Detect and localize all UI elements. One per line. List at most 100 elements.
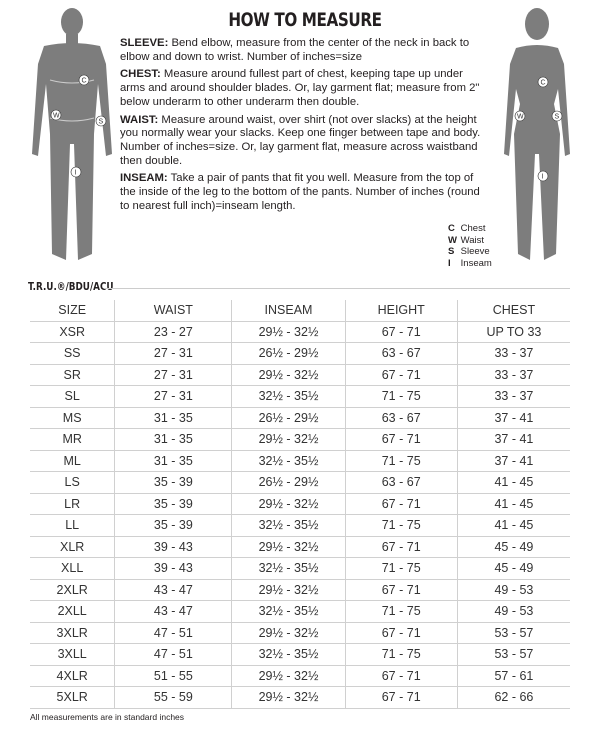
table-cell: 4XLR [30, 665, 115, 687]
table-row: 3XLR 47 - 51 29½ - 32½ 67 - 71 53 - 57 [30, 622, 570, 644]
table-cell: 32½ - 35½ [231, 514, 346, 537]
table-cell: XLR [30, 536, 115, 558]
table-header-row: SIZE WAIST INSEAM HEIGHT CHEST [30, 300, 570, 322]
table-cell: 26½ - 29½ [231, 342, 346, 365]
section-label: T.R.U.®/BDU/ACU [28, 280, 114, 293]
table-cell: 45 - 49 [456, 536, 570, 558]
table-cell: 43 - 47 [114, 579, 232, 601]
table-cell: 33 - 37 [456, 385, 570, 408]
table-cell: SL [30, 385, 115, 408]
table-cell: 29½ - 32½ [231, 622, 346, 644]
instruction-label: SLEEVE: [120, 37, 169, 49]
table-row: XLL 39 - 43 32½ - 35½ 71 - 75 45 - 49 [30, 557, 570, 580]
table-cell: 62 - 66 [456, 686, 570, 709]
table-cell: 33 - 37 [456, 342, 570, 365]
table-cell: 41 - 45 [456, 471, 570, 494]
table-cell: 33 - 37 [456, 364, 570, 386]
legend-label: Waist [460, 234, 485, 246]
table-cell: 29½ - 32½ [231, 579, 346, 601]
table-cell: 27 - 31 [114, 364, 232, 386]
table-row: LR 35 - 39 29½ - 32½ 67 - 71 41 - 45 [30, 493, 570, 515]
table-cell: 49 - 53 [456, 600, 570, 623]
table-cell: ML [30, 450, 115, 472]
table-cell: SS [30, 342, 115, 365]
table-cell: 43 - 47 [114, 600, 232, 623]
table-row: XLR 39 - 43 29½ - 32½ 67 - 71 45 - 49 [30, 536, 570, 558]
table-cell: 27 - 31 [114, 385, 232, 408]
instruction-text: Bend elbow, measure from the center of t… [120, 37, 470, 63]
table-row: 2XLL 43 - 47 32½ - 35½ 71 - 75 49 - 53 [30, 600, 570, 623]
legend-label: Inseam [460, 257, 492, 269]
measuring-instructions: SLEEVE: Bend elbow, measure from the cen… [120, 37, 488, 217]
table-row: 2XLR 43 - 47 29½ - 32½ 67 - 71 49 - 53 [30, 579, 570, 601]
table-cell: 29½ - 32½ [231, 364, 346, 386]
table-row: LL 35 - 39 32½ - 35½ 71 - 75 41 - 45 [30, 514, 570, 537]
table-cell: 71 - 75 [344, 450, 458, 472]
svg-text:S: S [555, 114, 560, 121]
measurement-legend: C Chest W Waist S Sleeve I Inseam [448, 223, 492, 269]
table-cell: 37 - 41 [456, 407, 570, 429]
table-cell: 5XLR [30, 686, 115, 709]
page-title: HOW TO MEASURE [228, 9, 382, 31]
table-cell: 37 - 41 [456, 450, 570, 472]
svg-text:W: W [517, 114, 524, 121]
table-cell: 49 - 53 [456, 579, 570, 601]
table-cell: 26½ - 29½ [231, 471, 346, 494]
table-cell: 29½ - 32½ [231, 686, 346, 709]
table-cell: 29½ - 32½ [231, 321, 346, 343]
legend-item: W Waist [448, 235, 492, 247]
table-cell: 67 - 71 [344, 665, 458, 687]
instruction-text: Measure around waist, over shirt (not ov… [120, 113, 481, 167]
table-cell: 32½ - 35½ [231, 450, 346, 472]
table-cell: 23 - 27 [114, 321, 232, 343]
legend-label: Sleeve [460, 246, 490, 257]
svg-text:I: I [75, 170, 77, 177]
table-row: LS 35 - 39 26½ - 29½ 63 - 67 41 - 45 [30, 471, 570, 494]
table-cell: XSR [30, 321, 115, 343]
table-cell: 31 - 35 [114, 450, 232, 472]
table-cell: 37 - 41 [456, 428, 570, 451]
table-cell: 71 - 75 [344, 600, 458, 623]
table-cell: 32½ - 35½ [231, 557, 346, 580]
table-cell: 55 - 59 [114, 686, 232, 709]
table-cell: 39 - 43 [114, 536, 232, 558]
table-cell: 47 - 51 [114, 622, 232, 644]
female-figure-illustration: C W S I [504, 8, 570, 260]
table-cell: UP TO 33 [456, 321, 570, 343]
table-cell: 63 - 67 [344, 407, 458, 429]
table-cell: 67 - 71 [344, 686, 458, 709]
legend-key: C [448, 223, 455, 234]
table-cell: XLL [30, 557, 115, 580]
table-cell: 71 - 75 [344, 514, 458, 537]
table-cell: 31 - 35 [114, 407, 232, 429]
svg-text:W: W [53, 113, 60, 120]
legend-key: W [448, 234, 457, 246]
table-cell: 39 - 43 [114, 557, 232, 580]
table-cell: LS [30, 471, 115, 494]
table-cell: 53 - 57 [456, 643, 570, 666]
instruction-waist: WAIST: Measure around waist, over shirt … [120, 114, 488, 169]
table-cell: 29½ - 32½ [231, 493, 346, 515]
legend-label: Chest [460, 223, 486, 234]
table-cell: 47 - 51 [114, 643, 232, 666]
svg-text:C: C [541, 80, 546, 87]
instruction-text: Take a pair of pants that fit you well. … [120, 172, 480, 212]
section-divider [104, 288, 570, 289]
table-row: MS 31 - 35 26½ - 29½ 63 - 67 37 - 41 [30, 407, 570, 429]
instruction-sleeve: SLEEVE: Bend elbow, measure from the cen… [120, 37, 488, 64]
column-header: SIZE [30, 300, 115, 322]
table-cell: 2XLL [30, 600, 115, 623]
size-table: SIZE WAIST INSEAM HEIGHT CHEST XSR 23 - 27 29½… [30, 300, 570, 709]
table-row: 5XLR 55 - 59 29½ - 32½ 67 - 71 62 - 66 [30, 686, 570, 709]
svg-text:S: S [99, 119, 104, 126]
legend-key: I [448, 257, 451, 269]
table-row: 3XLL 47 - 51 32½ - 35½ 71 - 75 53 - 57 [30, 643, 570, 666]
table-cell: 67 - 71 [344, 428, 458, 451]
table-cell: 29½ - 32½ [231, 428, 346, 451]
instruction-label: WAIST: [120, 113, 159, 126]
instruction-text: Measure around fullest part of chest, ke… [120, 68, 480, 108]
instruction-label: CHEST: [120, 68, 161, 81]
column-header: INSEAM [231, 300, 346, 322]
table-cell: 67 - 71 [344, 493, 458, 515]
table-cell: 35 - 39 [114, 493, 232, 515]
